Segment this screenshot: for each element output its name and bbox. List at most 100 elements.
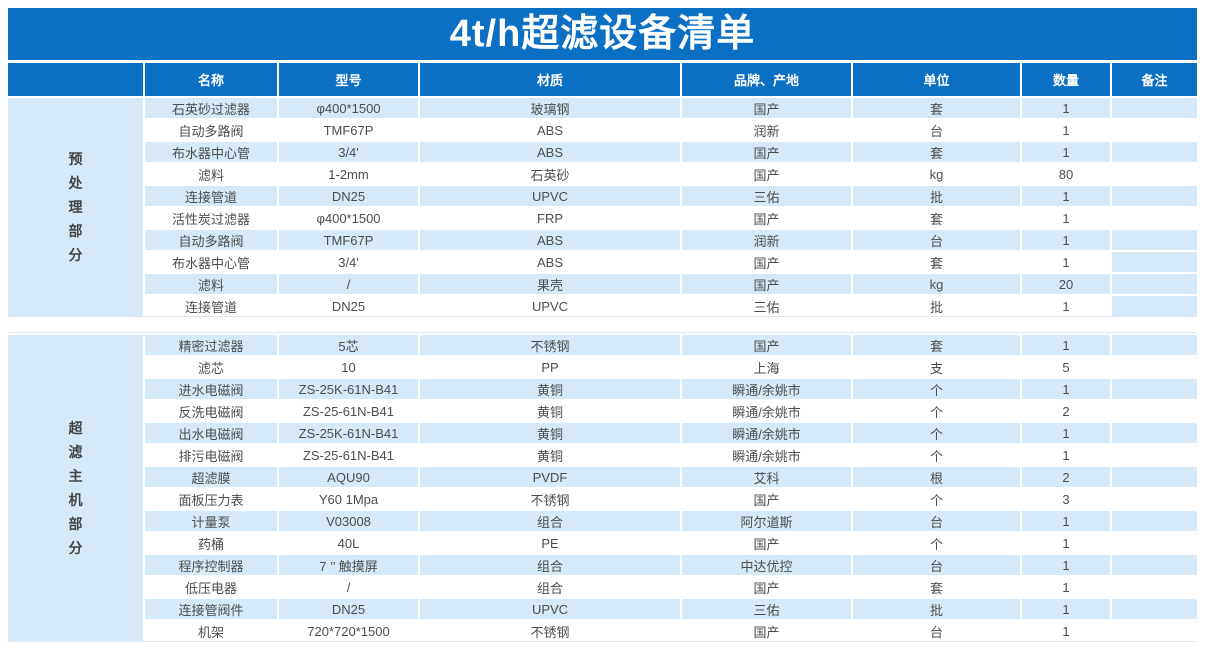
header-material: 材质 xyxy=(418,63,680,96)
cell: 三佑 xyxy=(680,597,851,619)
cell: ZS-25-61N-B41 xyxy=(277,399,418,421)
cell: 5 xyxy=(1020,355,1110,377)
cell xyxy=(1110,228,1197,250)
cell: 个 xyxy=(851,443,1020,465)
table-row: 连接管道 DN25 UPVC 三佑批 1 xyxy=(8,294,1197,316)
spreadsheet: 4t/h超滤设备清单 名称 型号 材质 品牌、产地 单位 数量 备注 预处理部分… xyxy=(8,8,1197,642)
cell: / xyxy=(277,575,418,597)
cell: 1 xyxy=(1020,96,1110,118)
cell xyxy=(1110,162,1197,184)
cell: 排污电磁阀 xyxy=(143,443,277,465)
cell: 80 xyxy=(1020,162,1110,184)
cell: 台 xyxy=(851,509,1020,531)
cell xyxy=(1110,333,1197,355)
cell: 石英砂 xyxy=(418,162,680,184)
cell: ABS xyxy=(418,250,680,272)
table-row: 布水器中心管 3/4' ABS 国产套 1 xyxy=(8,250,1197,272)
cell: 程序控制器 xyxy=(143,553,277,575)
cell xyxy=(1110,553,1197,575)
cell xyxy=(1110,531,1197,553)
cell: UPVC xyxy=(418,597,680,619)
cell xyxy=(1110,184,1197,206)
cell: AQU90 xyxy=(277,465,418,487)
cell: 面板压力表 xyxy=(143,487,277,509)
cell: 连接管道 xyxy=(143,184,277,206)
table-row: 排污电磁阀 ZS-25-61N-B41 黄铜 瞬通/余姚市个 1 xyxy=(8,443,1197,465)
cell: 个 xyxy=(851,487,1020,509)
cell xyxy=(1110,118,1197,140)
cell: 720*720*1500 xyxy=(277,619,418,641)
table-row: 滤料 1-2mm 石英砂 国产 kg 80 xyxy=(8,162,1197,184)
cell: 精密过滤器 xyxy=(143,333,277,355)
section-label-char: 机 xyxy=(68,492,83,508)
cell: 台 xyxy=(851,228,1020,250)
cell: 1 xyxy=(1020,377,1110,399)
cell: ABS xyxy=(418,118,680,140)
cell xyxy=(1110,96,1197,118)
cell: 国产 xyxy=(680,272,851,294)
cell: 组合 xyxy=(418,575,680,597)
cell: 个 xyxy=(851,377,1020,399)
cell xyxy=(1110,575,1197,597)
cell: TMF67P xyxy=(277,118,418,140)
cell: 3/4' xyxy=(277,250,418,272)
cell: 20 xyxy=(1020,272,1110,294)
cell: 1 xyxy=(1020,333,1110,355)
cell: 不锈钢 xyxy=(418,487,680,509)
table-row: 活性炭过滤器 φ400*1500 FRP 国产套 1 xyxy=(8,206,1197,228)
cell: 1 xyxy=(1020,118,1110,140)
header-remarks: 备注 xyxy=(1110,63,1197,96)
cell: ABS xyxy=(418,228,680,250)
cell: 滤料 xyxy=(143,162,277,184)
section-label-char: 超 xyxy=(68,420,83,436)
cell: 出水电磁阀 xyxy=(143,421,277,443)
cell xyxy=(1110,355,1197,377)
cell xyxy=(1110,272,1197,294)
cell: 国产 xyxy=(680,206,851,228)
cell: 超滤膜 xyxy=(143,465,277,487)
cell xyxy=(1110,421,1197,443)
cell xyxy=(1110,294,1197,316)
cell: 国产 xyxy=(680,619,851,641)
cell: 连接管道 xyxy=(143,294,277,316)
cell: 进水电磁阀 xyxy=(143,377,277,399)
cell: 批 xyxy=(851,184,1020,206)
cell xyxy=(1110,377,1197,399)
cell: kg xyxy=(851,162,1020,184)
cell: 阿尔道斯 xyxy=(680,509,851,531)
equipment-table: 名称 型号 材质 品牌、产地 单位 数量 备注 预处理部分石英砂过滤器 φ400*… xyxy=(8,63,1197,642)
header-model: 型号 xyxy=(277,63,418,96)
section-label-char: 理 xyxy=(68,199,83,215)
cell: 自动多路阀 xyxy=(143,118,277,140)
cell: 连接管阀件 xyxy=(143,597,277,619)
cell: 组合 xyxy=(418,553,680,575)
table-row: 滤料 / 果壳 国产 kg 20 xyxy=(8,272,1197,294)
cell: 活性炭过滤器 xyxy=(143,206,277,228)
cell: 国产 xyxy=(680,575,851,597)
section-label: 超滤主机部分 xyxy=(8,333,143,641)
cell: 套 xyxy=(851,575,1020,597)
cell: 1 xyxy=(1020,553,1110,575)
table-row: 机架 720*720*1500 不锈钢 国产台 1 xyxy=(8,619,1197,641)
cell: 艾科 xyxy=(680,465,851,487)
cell: 不锈钢 xyxy=(418,333,680,355)
table-row: 药桶 40L PE 国产个 1 xyxy=(8,531,1197,553)
cell: 药桶 xyxy=(143,531,277,553)
cell xyxy=(1110,250,1197,272)
table-row: 面板压力表 Y60 1Mpa 不锈钢 国产个 3 xyxy=(8,487,1197,509)
cell: 中达优控 xyxy=(680,553,851,575)
table-row: 超滤主机部分精密过滤器 5芯 不锈钢 国产套 1 xyxy=(8,333,1197,641)
cell: PP xyxy=(418,355,680,377)
cell: 润新 xyxy=(680,228,851,250)
table-row: 布水器中心管 3/4' ABS 国产套 1 xyxy=(8,140,1197,162)
page-title: 4t/h超滤设备清单 xyxy=(8,8,1197,60)
cell: 1 xyxy=(1020,575,1110,597)
cell: V03008 xyxy=(277,509,418,531)
cell: UPVC xyxy=(418,294,680,316)
section-label-char: 分 xyxy=(68,247,83,263)
cell: 低压电器 xyxy=(143,575,277,597)
cell: 台 xyxy=(851,619,1020,641)
cell: DN25 xyxy=(277,597,418,619)
cell: 套 xyxy=(851,206,1020,228)
cell xyxy=(1110,487,1197,509)
